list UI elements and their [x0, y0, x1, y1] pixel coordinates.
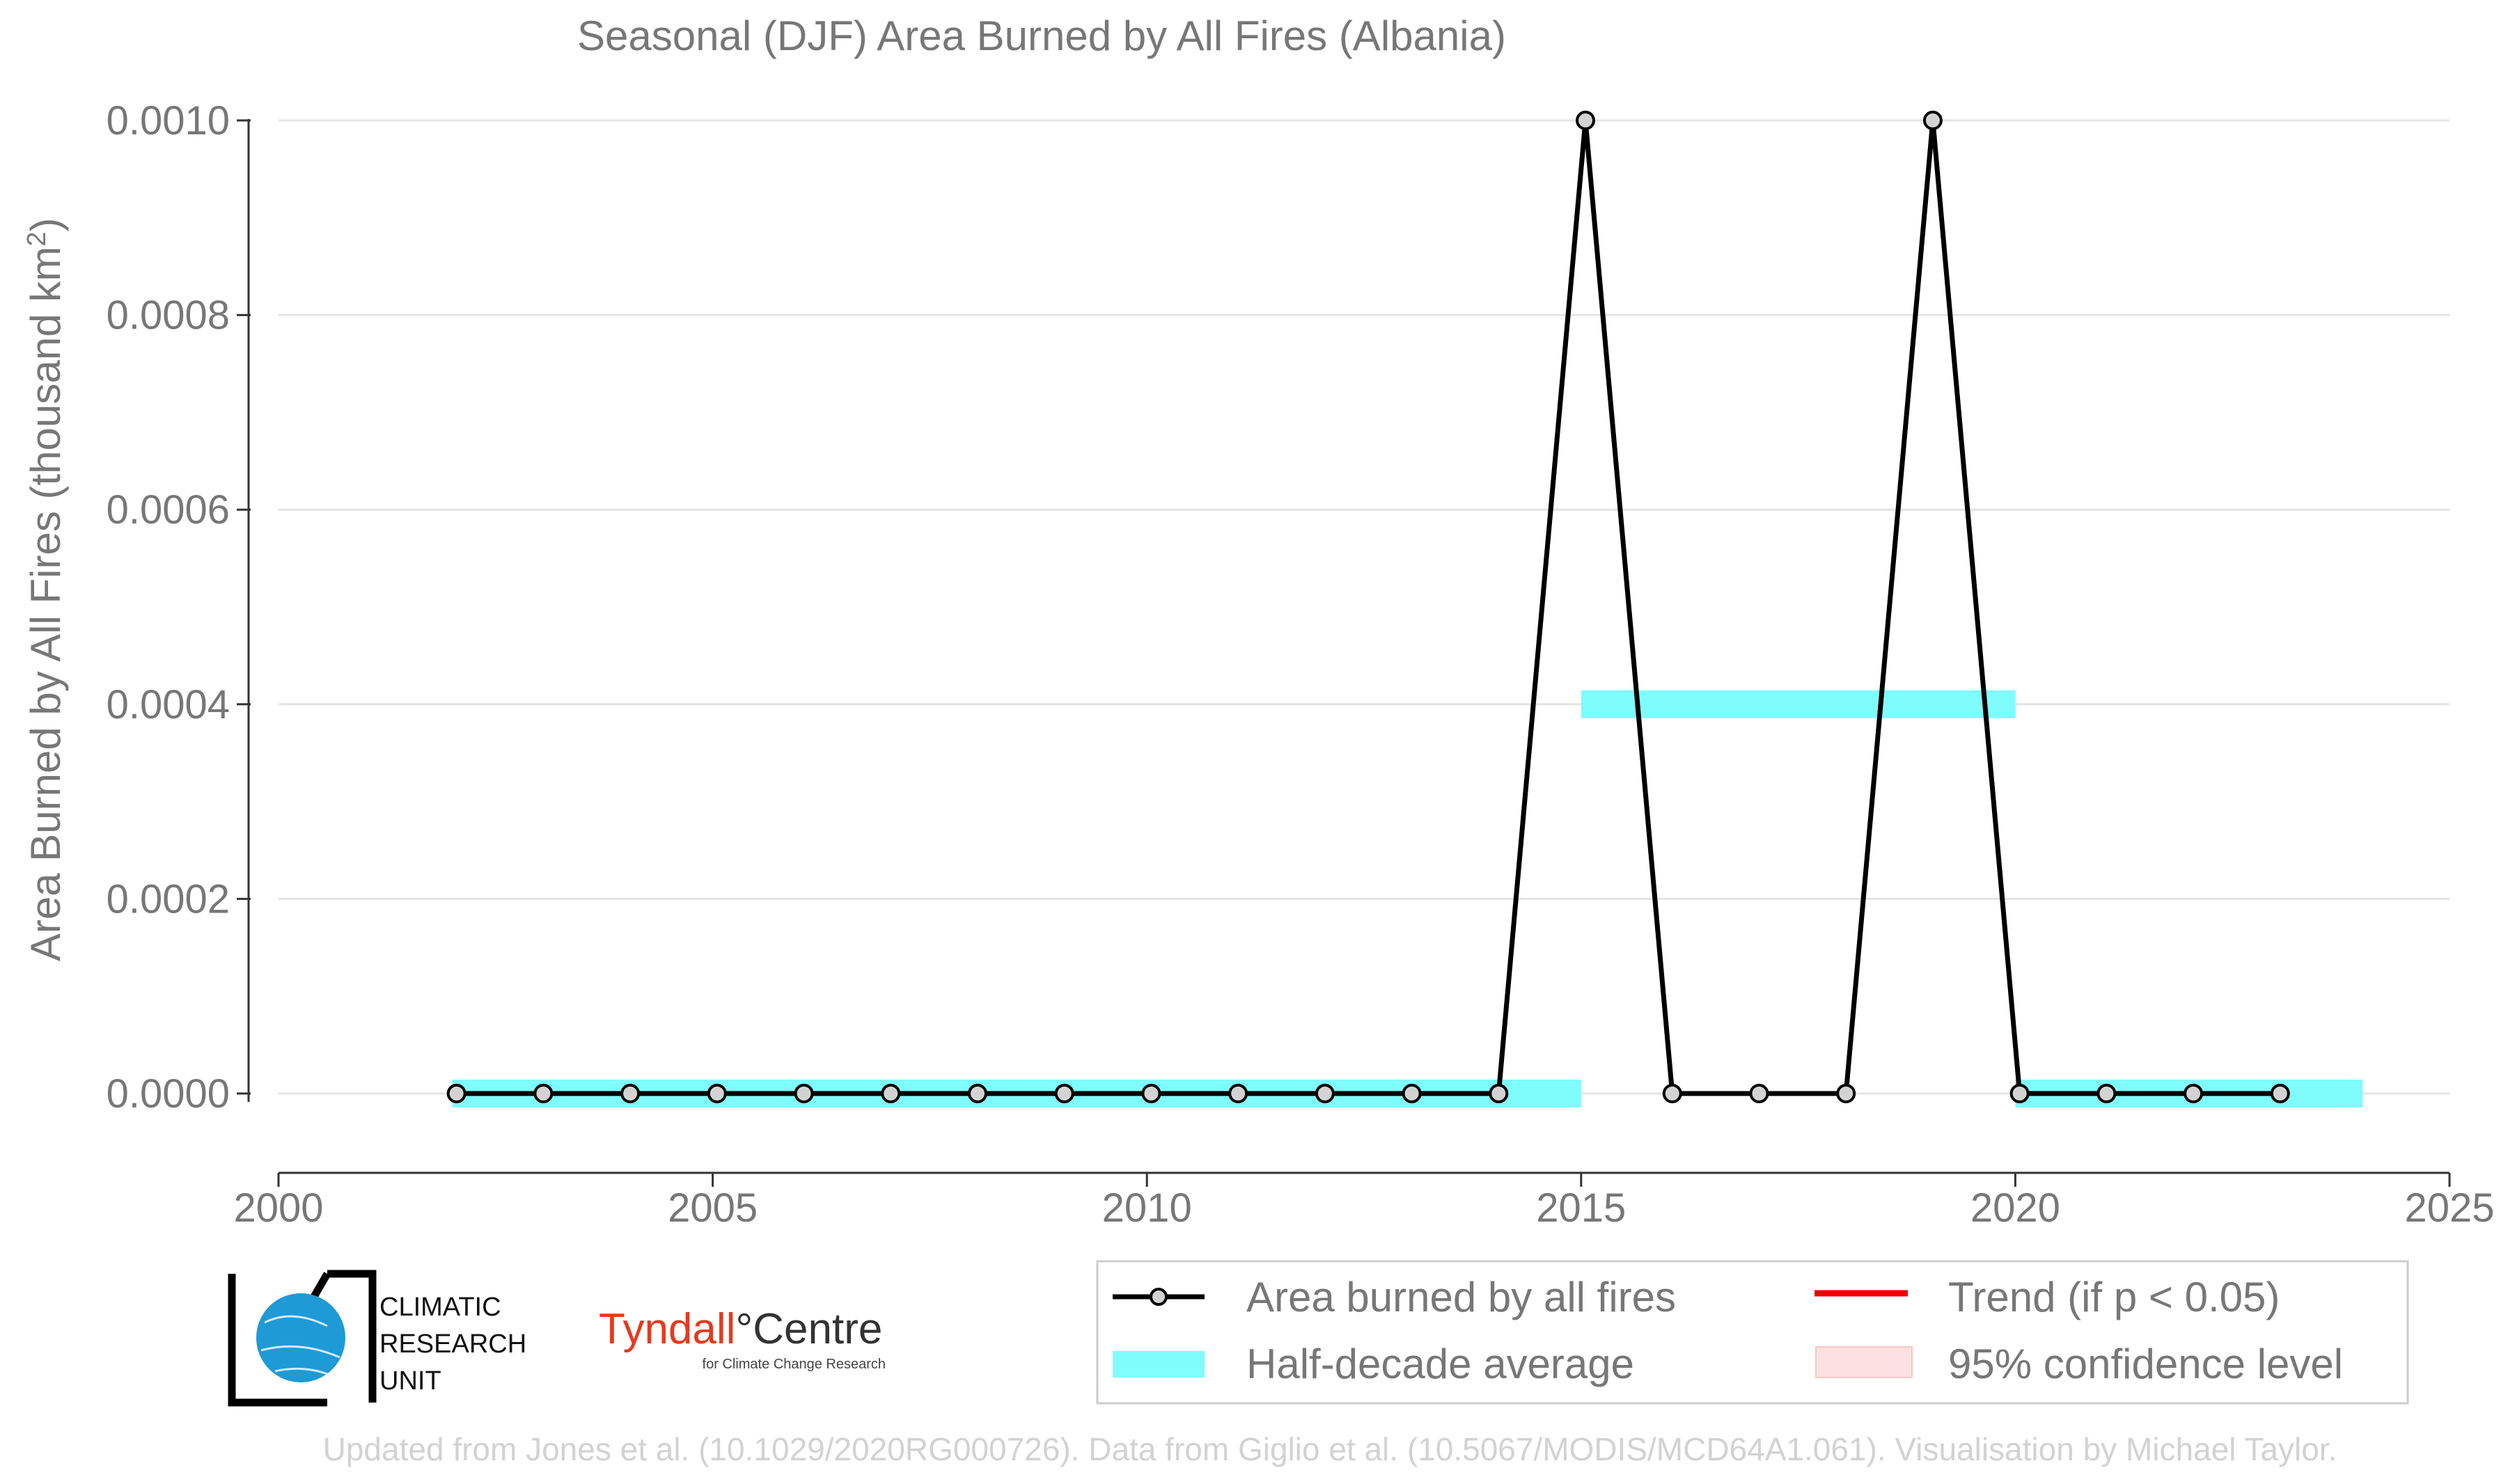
tyndall-part2: °Centre — [735, 1305, 882, 1353]
data-point — [1576, 111, 1596, 130]
y-tick-label: 0.0002 — [107, 876, 230, 922]
cru-bracket-right — [327, 1270, 377, 1403]
data-point — [1922, 111, 1943, 130]
tyndall-subtitle: for Climate Change Research — [703, 1357, 886, 1372]
data-point — [967, 1084, 987, 1103]
data-point — [794, 1084, 814, 1103]
cru-bracket-left — [228, 1274, 327, 1407]
credit-text: Updated from Jones et al. (10.1029/2020R… — [323, 1431, 2337, 1467]
x-tick-label: 2025 — [2404, 1185, 2494, 1231]
legend: Area burned by all fires Trend (if p < 0… — [1096, 1260, 2409, 1405]
x-tick-label: 2005 — [668, 1185, 758, 1231]
cru-text-line3: UNIT — [379, 1366, 441, 1396]
half-decade-average-band — [1581, 690, 2016, 718]
legend-swatch-confidence — [1815, 1346, 1913, 1378]
x-tick-label: 2020 — [1970, 1185, 2060, 1231]
series-line — [456, 120, 2280, 1096]
chart-title: Seasonal (DJF) Area Burned by All Fires … — [577, 13, 1506, 59]
globe-icon — [256, 1293, 345, 1382]
y-tick-label: 0.0006 — [107, 487, 230, 532]
cru-text-line1: CLIMATIC — [379, 1293, 501, 1322]
data-point — [620, 1084, 641, 1103]
data-point — [881, 1084, 901, 1103]
series-group — [446, 111, 2290, 1103]
legend-label-confidence: 95% confidence level — [1948, 1341, 2343, 1387]
data-point — [2009, 1084, 2030, 1103]
y-tick-label: 0.0010 — [107, 98, 230, 143]
data-point — [446, 1084, 467, 1103]
data-point — [1141, 1084, 1161, 1103]
cru-logo: CLIMATIC RESEARCH UNIT — [228, 1270, 526, 1407]
axes: 0.0000 0.0002 0.0004 0.0006 0.0008 0.0010 2000… — [107, 98, 2495, 1231]
data-point — [1662, 1084, 1682, 1103]
legend-label-series: Area burned by all fires — [1246, 1274, 1676, 1320]
data-point — [2270, 1084, 2290, 1103]
data-point — [533, 1084, 554, 1103]
y-tick-label: 0.0008 — [107, 293, 230, 338]
globe-lines — [260, 1315, 340, 1378]
y-axis-label: Area Burned by All Fires (thousand km2) — [22, 218, 69, 961]
data-point — [1315, 1084, 1335, 1103]
data-point — [1489, 1084, 1509, 1103]
tyndall-wordmark: Tyndall°Centre — [599, 1305, 882, 1353]
legend-swatch-marker — [1150, 1288, 1168, 1306]
data-point — [1836, 1084, 1856, 1103]
legend-label-average: Half-decade average — [1246, 1341, 1634, 1387]
cru-text-line2: RESEARCH — [379, 1329, 526, 1359]
legend-swatch-average — [1113, 1351, 1205, 1378]
y-tick-label: 0.0000 — [107, 1071, 230, 1116]
y-tick-label: 0.0004 — [107, 682, 230, 727]
data-point — [1749, 1084, 1769, 1103]
x-tick-label: 2010 — [1102, 1185, 1192, 1231]
data-point — [1054, 1084, 1074, 1103]
data-point — [2184, 1084, 2204, 1103]
data-point — [2096, 1084, 2117, 1103]
tyndall-logo: Tyndall°Centre for Climate Change Resear… — [599, 1305, 886, 1372]
x-tick-label: 2000 — [233, 1185, 323, 1231]
data-point — [707, 1084, 727, 1103]
grid-lines — [279, 119, 2450, 1095]
legend-label-trend: Trend (if p < 0.05) — [1948, 1274, 2280, 1320]
tyndall-part1: Tyndall — [599, 1305, 735, 1353]
legend-box — [1096, 1260, 2409, 1405]
x-tick-label: 2015 — [1536, 1185, 1626, 1231]
data-point — [1402, 1084, 1422, 1103]
data-point — [1228, 1084, 1248, 1103]
